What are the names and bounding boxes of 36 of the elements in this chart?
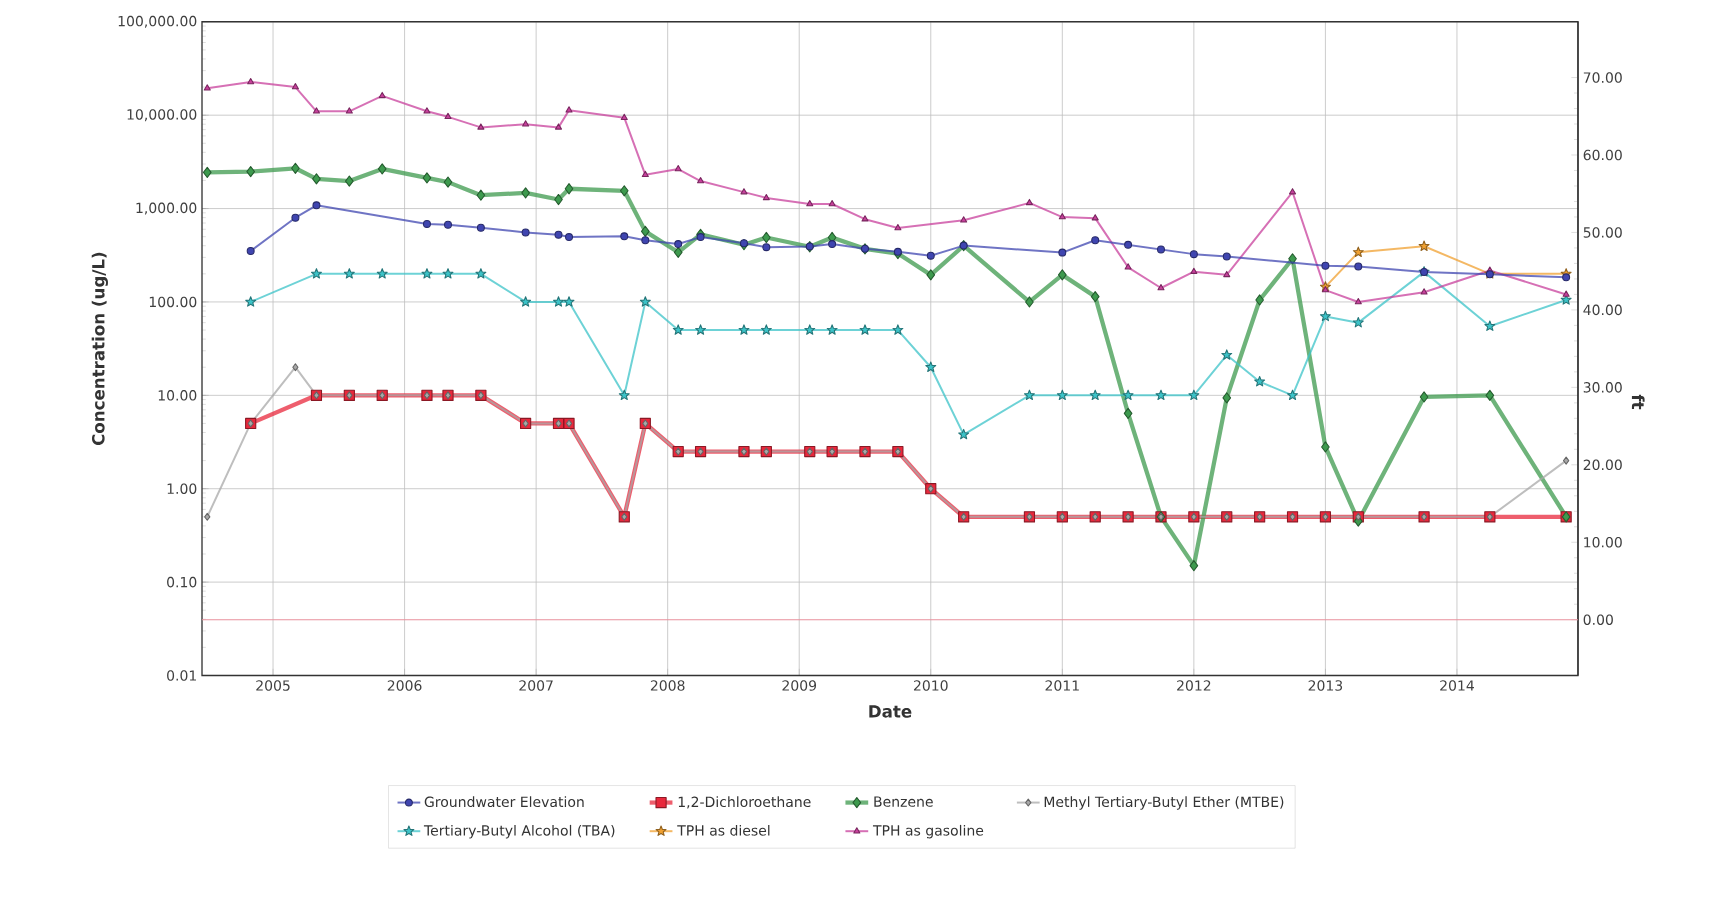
- y-tick-label: 10,000.00: [127, 109, 197, 122]
- legend-label: TPH as diesel: [677, 824, 770, 836]
- y-tick-label: 10.00: [158, 390, 197, 401]
- x-tick-label: 2011: [1045, 680, 1079, 691]
- y-tick-label: 0.10: [167, 576, 197, 588]
- y-tick-label: 100,000.00: [118, 15, 197, 28]
- x-tick-label: 2012: [1177, 680, 1211, 691]
- legend-label: 1,2-Dichloroethane: [678, 796, 811, 809]
- y-tick-label: 0.01: [167, 670, 196, 681]
- x-tick-label: 2014: [1440, 680, 1474, 691]
- legend-label: Tertiary-Butyl Alcohol (TBA): [423, 824, 615, 839]
- y2-tick-label: 0.00: [1583, 614, 1613, 625]
- y2-tick-label: 20.00: [1583, 459, 1622, 471]
- x-tick-label: 2008: [650, 680, 685, 691]
- x-tick-label: 2009: [782, 680, 817, 691]
- y2-tick-label: 40.00: [1583, 304, 1622, 316]
- y2-tick-label: 70.00: [1583, 72, 1622, 83]
- y2-tick-label: 10.00: [1584, 536, 1622, 548]
- y-tick-label: 1.00: [167, 483, 197, 494]
- y2-axis-title: ft: [1631, 394, 1645, 410]
- legend-label: Methyl Tertiary-Butyl Ether (MTBE): [1044, 796, 1284, 810]
- y-axis-title: Concentration (ug/L): [91, 252, 108, 446]
- legend-label: TPH as gasoline: [872, 824, 984, 839]
- y-tick-label: 100.00: [149, 296, 197, 308]
- x-tick-label: 2005: [256, 680, 290, 691]
- x-tick-label: 2013: [1308, 680, 1343, 691]
- y-tick-label: 1,000.00: [136, 202, 197, 215]
- x-tick-label: 2006: [387, 680, 422, 691]
- legend-label: Groundwater Elevation: [424, 796, 584, 808]
- y2-tick-label: 60.00: [1583, 149, 1622, 161]
- legend-label: Benzene: [874, 796, 933, 807]
- y2-tick-label: 50.00: [1583, 227, 1622, 238]
- x-axis-title: Date: [869, 705, 912, 718]
- x-tick-label: 2007: [519, 680, 553, 691]
- y2-tick-label: 30.00: [1583, 382, 1622, 393]
- x-tick-label: 2010: [913, 680, 948, 691]
